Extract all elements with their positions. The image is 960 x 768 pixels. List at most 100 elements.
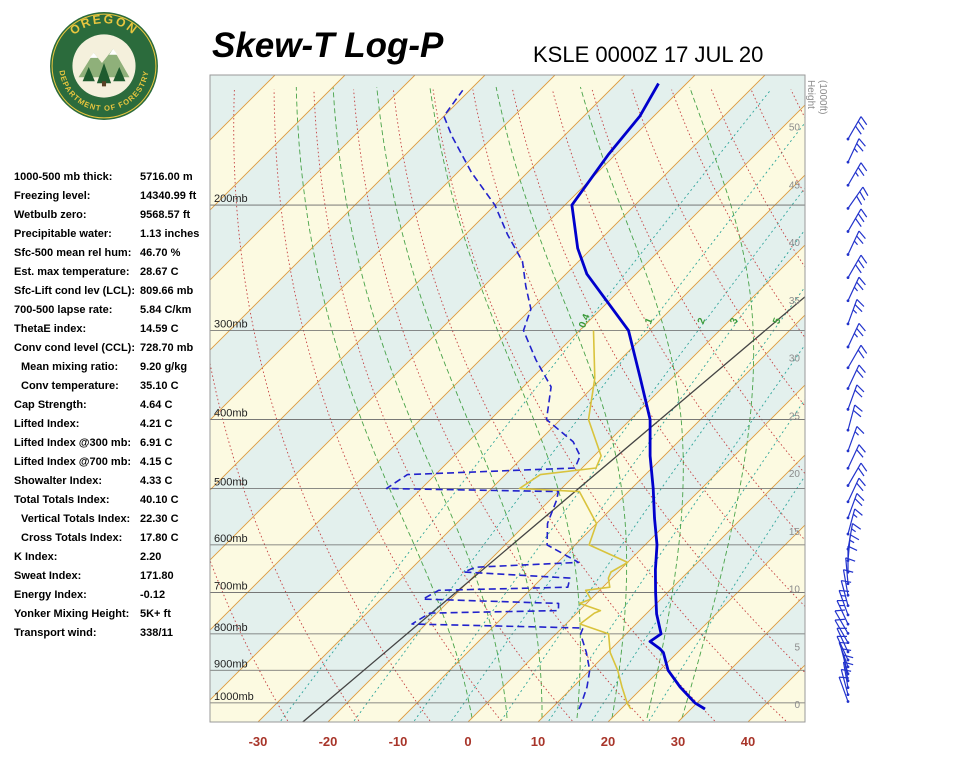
index-row: K Index: 2.20 — [14, 548, 220, 567]
index-value: 4.15 C — [140, 456, 173, 468]
index-row: Conv temperature: 35.10 C — [14, 377, 220, 396]
wind-barb — [846, 404, 863, 432]
index-label: Conv cond level (CCL): — [14, 342, 136, 354]
pressure-tick-label: 700mb — [214, 581, 248, 593]
mixing-ratio-label: 5 — [771, 316, 783, 326]
height-tick-label: 30 — [789, 354, 801, 365]
pressure-lines — [210, 204, 805, 704]
index-label: Sfc-500 mean rel hum: — [14, 247, 132, 259]
index-row: Total Totals Index: 40.10 C — [14, 491, 220, 510]
wind-barb — [840, 579, 852, 608]
index-label: Freezing level: — [14, 190, 91, 202]
pressure-axis-labels: 200mb 300mb 400mb 500mb 600mb 700mb 800mb 900mb… — [214, 193, 254, 703]
mixing-ratio-labels: 0.4 1 2 3 5 — [577, 312, 783, 329]
height-tick-label: 45 — [789, 180, 801, 191]
index-label: Sfc-Lift cond lev (LCL): — [14, 285, 135, 297]
wind-barb — [846, 208, 868, 233]
index-label: Precipitable water: — [14, 228, 112, 240]
index-label: Wetbulb zero: — [14, 209, 87, 221]
wind-barb — [846, 116, 868, 141]
height-tick-label: 40 — [789, 238, 801, 249]
index-label: Est. max temperature: — [14, 266, 130, 278]
index-row: Vertical Totals Index: 22.30 C — [14, 510, 220, 529]
index-value: 6.91 C — [140, 437, 173, 449]
index-row: Transport wind: 338/11 — [14, 624, 220, 643]
index-value: -0.12 — [140, 589, 166, 601]
wind-barb — [846, 508, 863, 536]
index-value: 40.10 C — [140, 494, 179, 506]
temperature-trace — [570, 82, 706, 711]
pressure-tick-label: 800mb — [214, 622, 248, 634]
height-tick-label: 35 — [789, 296, 801, 307]
wind-barb — [846, 384, 865, 411]
index-value: 809.66 mb — [140, 285, 194, 297]
odf-logo: OREGON DEPARTMENT OF FORESTRY — [50, 12, 158, 120]
index-label: Conv temperature: — [21, 380, 119, 392]
mixing-ratio-label: 1 — [643, 316, 655, 326]
wetbulb-trace — [518, 330, 632, 710]
index-row: Lifted Index: 4.21 C — [14, 415, 220, 434]
index-label: Energy Index: — [14, 589, 87, 601]
index-row: Lifted Index @300 mb: 6.91 C — [14, 434, 220, 453]
height-tick-label: 10 — [789, 585, 801, 596]
page-title: Skew-T Log-P — [212, 26, 444, 65]
index-value: 17.80 C — [140, 532, 179, 544]
pressure-tick-label: 900mb — [214, 658, 248, 670]
wind-barb — [846, 462, 868, 487]
height-axis-title: Height — [805, 80, 816, 109]
temp-axis-labels: -30 -20 -10 0 10 20 30 40 — [249, 734, 756, 749]
pressure-tick-label: 500mb — [214, 476, 248, 488]
wind-barb — [846, 444, 866, 470]
station-time-label: KSLE 0000Z 17 JUL 20 — [533, 42, 764, 67]
wind-barb — [836, 635, 850, 662]
index-label: Mean mixing ratio: — [21, 361, 119, 373]
pressure-tick-label: 600mb — [214, 533, 248, 545]
dewpoint-trace — [385, 89, 591, 710]
height-tick-label: 20 — [789, 469, 801, 480]
temp-tick-label: 20 — [601, 734, 615, 749]
height-tick-label: 0 — [794, 700, 800, 711]
index-label: Cap Strength: — [14, 399, 87, 411]
pressure-tick-label: 200mb — [214, 193, 248, 205]
wind-barb — [846, 364, 866, 390]
height-tick-label: 5 — [794, 642, 800, 653]
reference-line — [302, 296, 805, 722]
index-row: Est. max temperature: 28.67 C — [14, 263, 220, 282]
wind-barb — [846, 426, 865, 453]
temp-tick-label: 40 — [741, 734, 755, 749]
index-row: Cross Totals Index: 17.80 C — [14, 529, 220, 548]
index-value: 14340.99 ft — [140, 190, 197, 202]
temp-tick-label: -30 — [249, 734, 268, 749]
height-tick-label: 15 — [789, 527, 801, 538]
index-row: Lifted Index @700 mb: 4.15 C — [14, 453, 220, 472]
pressure-tick-label: 1000mb — [214, 691, 254, 703]
index-label: Vertical Totals Index: — [21, 513, 131, 525]
sounding-indices-panel: 1000-500 mb thick: 5716.00 m Freezing leve… — [14, 168, 220, 643]
index-label: Cross Totals Index: — [21, 532, 123, 544]
index-value: 22.30 C — [140, 513, 179, 525]
index-row: Yonker Mixing Height: 5K+ ft — [14, 605, 220, 624]
temp-tick-label: 30 — [671, 734, 685, 749]
wind-barb — [846, 477, 866, 504]
index-label: 700-500 lapse rate: — [14, 304, 113, 316]
index-value: 4.21 C — [140, 418, 173, 430]
height-tick-label: 25 — [789, 411, 801, 422]
pressure-tick-label: 400mb — [214, 407, 248, 419]
index-row: Mean mixing ratio: 9.20 g/kg — [14, 358, 220, 377]
wind-barb — [834, 609, 850, 635]
wind-barb — [846, 186, 869, 210]
index-row: Sfc-500 mean rel hum: 46.70 % — [14, 244, 220, 263]
index-row: Energy Index: -0.12 — [14, 586, 220, 605]
index-row: Wetbulb zero: 9568.57 ft — [14, 206, 220, 225]
index-value: 46.70 % — [140, 247, 181, 259]
index-value: 5.84 C/km — [140, 304, 192, 316]
moist-adiabats — [295, 86, 755, 719]
logo-tree-icon — [113, 67, 126, 82]
height-axis-labels: 0 5 10 15 20 25 30 35 40 45 50 Height (1000ft) — [789, 80, 828, 711]
index-row: Cap Strength: 4.64 C — [14, 396, 220, 415]
wind-barbs — [834, 116, 869, 703]
plot-frame — [209, 74, 806, 723]
index-label: Lifted Index: — [14, 418, 80, 430]
